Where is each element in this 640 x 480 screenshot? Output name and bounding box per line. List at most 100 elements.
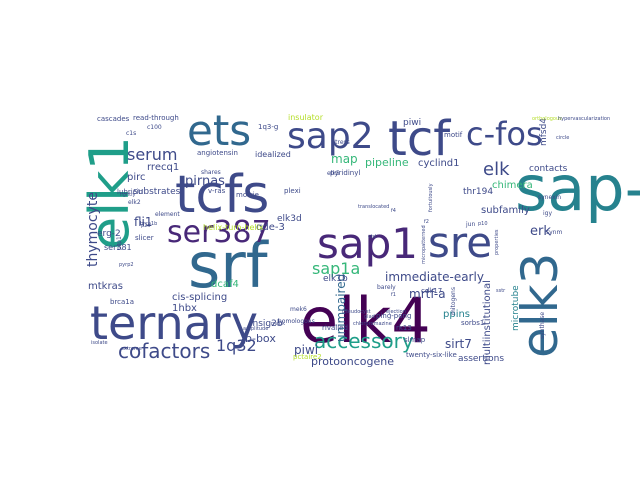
word-p10: p10: [478, 221, 488, 227]
word-pirc: pirc: [127, 172, 146, 183]
word-read-through: read-through: [133, 114, 179, 122]
word-fli1: fli1: [134, 215, 153, 229]
word-hypervascularization: hypervascularization: [558, 116, 610, 122]
word-fortuitously: fortuitously: [428, 183, 434, 212]
word-ets: ets: [187, 106, 251, 155]
word-morrie: morrie: [236, 191, 259, 199]
word-microtube: microtube: [511, 285, 521, 331]
word-thymocyte: thymocyte: [85, 192, 101, 267]
word-lightly: lightly: [120, 192, 135, 198]
word-jun: jun: [465, 221, 475, 228]
word-properties: properties: [494, 229, 500, 255]
word-stress: stress: [332, 139, 350, 146]
word-sap1: sap1: [317, 219, 418, 268]
word-srf: srf: [188, 229, 270, 302]
word-1hbx: 1hbx: [172, 303, 197, 314]
word-element: element: [155, 211, 180, 218]
word-mapk: mapk: [271, 321, 285, 327]
word-micropatterned: micropatterned: [421, 225, 427, 264]
word-qde-3: qde-3: [256, 222, 285, 233]
word-igy: igy: [543, 210, 552, 217]
word-v-ras: v-ras: [208, 187, 226, 195]
word-barely: barely: [377, 284, 396, 291]
word-ser381: ser381: [104, 243, 132, 252]
word-elk: elk: [483, 159, 510, 180]
word-contacts: contacts: [529, 164, 568, 174]
word-c100: c100: [147, 124, 162, 131]
word-serum: serum: [127, 145, 177, 164]
word-pseudocyst: pseudocyst: [342, 309, 371, 315]
word-synexin: synexin: [538, 194, 561, 201]
word-rk13: rk13: [396, 324, 412, 332]
word-chimera: chimera: [492, 180, 533, 191]
word-ptp1: ptp1: [116, 236, 123, 250]
word-shares: shares: [201, 169, 221, 176]
word-sirt7: sirt7: [445, 337, 472, 351]
word-rrecq1: rrecq1: [147, 162, 179, 173]
word-multiinstitutional: multiinstitutional: [482, 280, 493, 365]
word-mtkras: mtkras: [88, 281, 123, 292]
word-mrtf-a: mrtf-a: [409, 287, 446, 301]
word-elk5: elk5: [327, 170, 340, 177]
word-orthologous: orthologous: [532, 116, 562, 122]
word-brca1b: brca1b: [140, 221, 157, 227]
word-insulator: insulator: [288, 113, 324, 122]
word-ctd: ctd: [368, 234, 376, 240]
word-elk4: elk4: [300, 284, 431, 357]
word-dcaf4: dcaf4: [211, 279, 239, 290]
word-cis-splicing: cis-splicing: [172, 292, 227, 303]
word-f4: f4: [391, 208, 396, 214]
word-brca1a: brca1a: [110, 298, 134, 306]
word-b-box: b-box: [245, 332, 276, 345]
word-cofactors: cofactors: [118, 339, 210, 363]
word-chlorpromazine: chlorpromazine: [353, 321, 392, 327]
word-pyrp2: pyrp2: [119, 262, 134, 268]
word-extreme: extreme: [121, 346, 142, 352]
word-sorbs1: sorbs1: [461, 319, 484, 327]
word-unimpaired: unimpaired: [334, 274, 348, 342]
word-elk1b: elk1b: [323, 274, 348, 284]
word-pyridinyl: pyridinyl: [330, 169, 360, 177]
word-ppins: ppins: [443, 309, 470, 320]
word-amplitude: amplitude: [243, 326, 268, 332]
word-ping-pong: ping-pong: [376, 312, 411, 320]
word-mek6: mek6: [290, 306, 307, 313]
word-protooncogene: protooncogene: [311, 355, 394, 368]
word-ternary: ternary: [90, 296, 258, 350]
word-elk3d: elk3d: [277, 214, 302, 224]
word-elk2: elk2: [128, 199, 141, 206]
word-1q32: 1q32: [216, 336, 257, 355]
word-sstr: sstr: [496, 288, 506, 294]
word-motif: motif: [444, 131, 463, 139]
word-translocated: translocated: [358, 204, 389, 210]
word-piwi: piwi: [403, 118, 421, 128]
word-slmap: slmap: [404, 336, 426, 344]
word-tcfs: tcfs: [175, 165, 269, 225]
word-p2x: p2x: [141, 223, 150, 229]
word-lubricin: lubricin: [117, 188, 143, 196]
word-twenty-six-like: twenty-six-like: [406, 351, 457, 359]
word-pirnas: pirnas: [185, 174, 225, 189]
word-tcf: tcf: [388, 111, 451, 167]
word-ser387: ser387: [167, 215, 271, 250]
word-sap2: sap2: [287, 116, 374, 157]
word-elk3: elk3: [511, 253, 569, 358]
word-c1s: c1s: [126, 130, 136, 137]
word-helix-turn-helix: helix-turn-helix: [203, 223, 264, 232]
word-sre: sre: [428, 218, 492, 267]
word-1q3-g: 1q3-g: [258, 123, 278, 131]
word-erk: erk: [530, 224, 551, 239]
word-subfamily: subfamily: [481, 205, 530, 216]
word-assertions: assertions: [458, 354, 504, 364]
word-cdk17: cdk17: [421, 287, 442, 295]
word-map: map: [331, 152, 358, 166]
word-insig2b: insig2b: [250, 319, 283, 329]
word-ejection: ejection: [386, 309, 406, 315]
word-plexi: plexi: [284, 187, 301, 195]
word-elk1: elk1: [78, 136, 141, 250]
word-f2: f2: [424, 219, 429, 225]
word-piwi: piwi: [294, 343, 318, 357]
word-idealized: idealized: [255, 150, 291, 159]
word-angiotensin: angiotensin: [197, 149, 238, 157]
